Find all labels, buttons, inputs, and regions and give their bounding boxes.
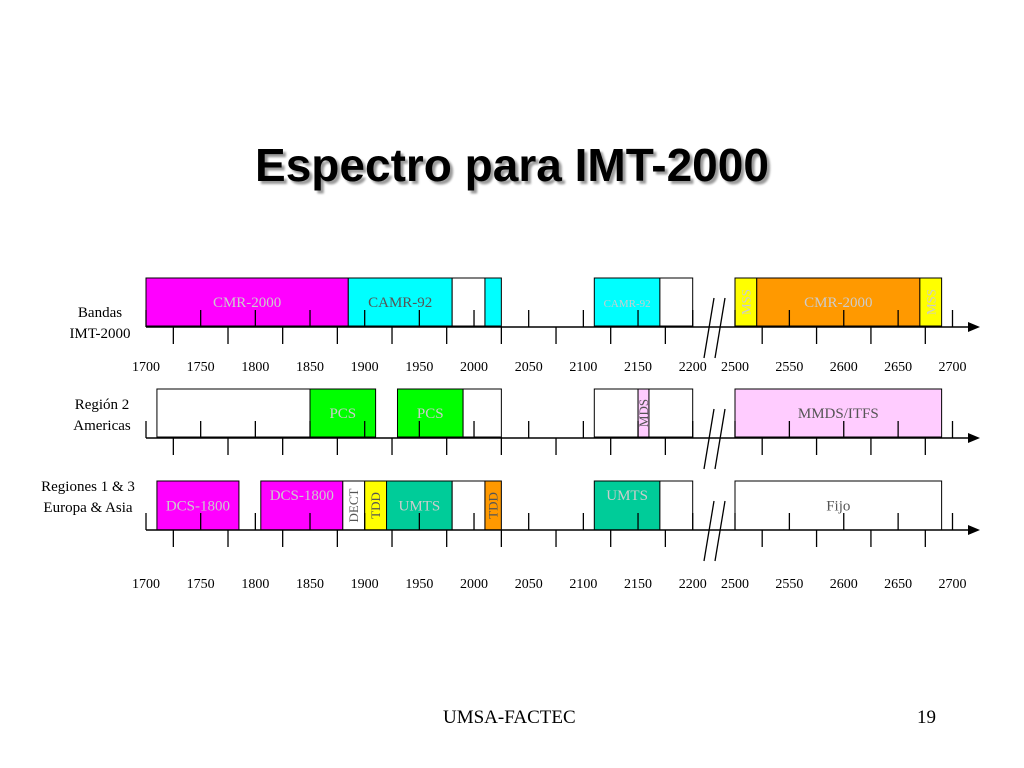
band-block [734, 388, 943, 438]
band-block [593, 388, 639, 438]
axis-tick-label: 1800 [241, 577, 269, 592]
axis-tick-label: 1750 [187, 360, 215, 375]
axis-tick-label: 2650 [884, 360, 912, 375]
axis-break [714, 408, 726, 470]
band-label: MSS [923, 289, 938, 315]
band-block [659, 277, 694, 327]
axis-tick-label: 2100 [569, 360, 597, 375]
band-label: MMDS/ITFS [798, 406, 879, 422]
band-label: DCS-1800 [270, 488, 334, 504]
row-label-imt2000: Bandas IMT-2000 [64, 303, 136, 345]
band-block [347, 277, 453, 327]
row-label-line: Regiones 1 & 3 [41, 479, 135, 495]
axis-tick-label: 2050 [515, 360, 543, 375]
axis-break [714, 500, 726, 562]
row-label-line: Región 2 [74, 397, 130, 413]
row-label-region13: Regiones 1 & 3 Europa & Asia [26, 477, 150, 519]
axis-tick-label: 1750 [187, 577, 215, 592]
slide-title: Espectro para IMT-2000 [255, 139, 769, 191]
axis-tick-label: 2050 [515, 577, 543, 592]
axis-tick-label: 1900 [351, 577, 379, 592]
axis-break [714, 297, 726, 359]
axis-tick-label: 2500 [721, 577, 749, 592]
band-label: Fijo [826, 499, 850, 515]
band-label: DCS-1800 [166, 499, 230, 515]
footer-source: UMSA-FACTEC [443, 707, 576, 728]
band-label: CAMR-92 [368, 295, 432, 311]
axis-tick-label: 1700 [132, 360, 160, 375]
band-label: DECT [346, 488, 361, 522]
band-block [156, 388, 311, 438]
axis-break [703, 297, 715, 359]
axis-tick-label: 2100 [569, 577, 597, 592]
band-label: CMR-2000 [213, 295, 281, 311]
axis-tick-label: 2150 [624, 577, 652, 592]
band-label: UMTS [606, 488, 648, 504]
band-block [756, 277, 921, 327]
row-label-line: IMT-2000 [69, 326, 131, 342]
band-block [659, 480, 694, 531]
band-label: MDS [636, 399, 651, 427]
band-block [919, 277, 943, 327]
axis-tick-label: 2550 [775, 577, 803, 592]
axis-tick-label: 2200 [679, 360, 707, 375]
axis-tick-label: 2200 [679, 577, 707, 592]
band-block [156, 480, 240, 531]
band-label: CAMR-92 [604, 298, 651, 310]
band-label: UMTS [399, 499, 441, 515]
axis-tick-label: 2500 [721, 360, 749, 375]
row-label-line: Europa & Asia [43, 500, 133, 516]
axis-break [703, 500, 715, 562]
band-block [396, 388, 464, 438]
axis-tick-label: 1950 [405, 577, 433, 592]
band-block [451, 480, 486, 531]
axis-tick-label: 1900 [351, 360, 379, 375]
axis-tick-label: 2700 [939, 360, 967, 375]
axis-break [703, 408, 715, 470]
band-label: CMR-2000 [804, 295, 872, 311]
axis-tick-label: 1850 [296, 577, 324, 592]
band-block [593, 277, 661, 327]
band-label: MSS [738, 289, 753, 315]
axis-tick-label: 2550 [775, 360, 803, 375]
axis-arrow [968, 322, 980, 332]
axis-tick-label: 1700 [132, 577, 160, 592]
row-label-line: Bandas [77, 305, 123, 321]
band-block [451, 277, 486, 327]
axis-tick-label: 1950 [405, 360, 433, 375]
axis-tick-label: 1850 [296, 360, 324, 375]
axis-arrow [968, 433, 980, 443]
axis-tick-label: 2600 [830, 360, 858, 375]
row-label-line: Americas [73, 418, 131, 434]
band-block [484, 277, 502, 327]
band-block [648, 388, 694, 438]
band-block [145, 277, 349, 327]
band-label: TDD [368, 492, 383, 519]
row-label-region2: Región 2 Americas [62, 395, 142, 437]
axis-tick-label: 2650 [884, 577, 912, 592]
axis-tick-label: 1800 [241, 360, 269, 375]
band-label: PCS [329, 406, 356, 422]
band-label: TDD [486, 492, 501, 519]
band-block [734, 480, 943, 531]
band-block [462, 388, 502, 438]
footer-page-number: 19 [917, 707, 936, 728]
band-label: PCS [417, 406, 444, 422]
axis-arrow [968, 525, 980, 535]
axis-tick-label: 2000 [460, 360, 488, 375]
axis-tick-label: 2600 [830, 577, 858, 592]
axis-tick-label: 2150 [624, 360, 652, 375]
band-block [386, 480, 453, 531]
axis-tick-label: 2700 [939, 577, 967, 592]
axis-tick-label: 2000 [460, 577, 488, 592]
